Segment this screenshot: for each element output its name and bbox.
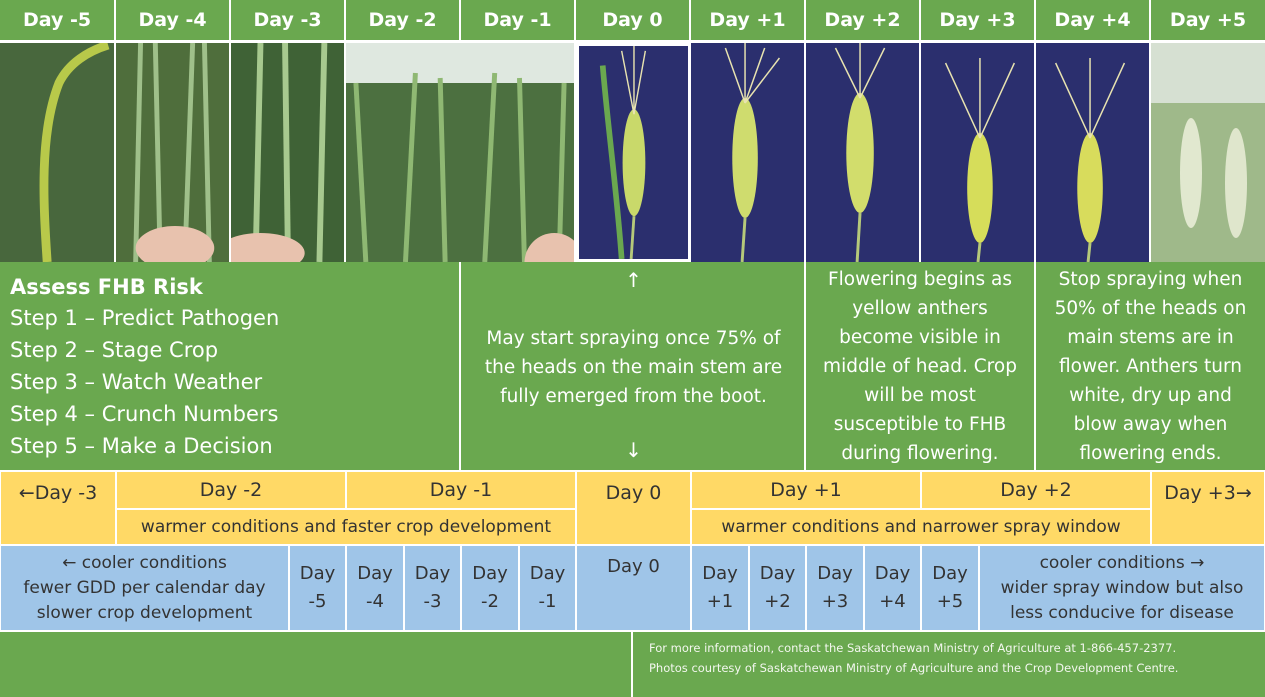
warm-day-minus2: Day -2 — [116, 471, 346, 509]
day-header-plus1: Day +1 — [691, 0, 806, 40]
warm-day-plus2: Day +2 — [921, 471, 1151, 509]
cool-day-num: +1 — [706, 591, 734, 612]
cool-right-line1: cooler conditions → — [1039, 552, 1205, 573]
assess-title: Assess FHB Risk — [10, 275, 203, 299]
arrow-up: ↑ — [625, 268, 642, 292]
photo-day-minus5 — [0, 43, 116, 262]
cool-day-minus4: Day -4 — [346, 545, 404, 631]
cool-day-plus4: Day +4 — [864, 545, 921, 631]
cool-day-label: Day — [299, 563, 336, 584]
warm-day-0: Day 0 — [576, 471, 691, 545]
warm-day-plus1: Day +1 — [691, 471, 921, 509]
photo-day-plus4 — [1036, 43, 1151, 262]
warm-day-minus1: Day -1 — [346, 471, 576, 509]
spray-start-note: May start spraying once 75% of the heads… — [484, 327, 783, 407]
photo-day-minus3 — [231, 43, 346, 262]
cool-day-label: Day — [702, 563, 738, 584]
assess-fhb-panel: Assess FHB Risk Step 1 – Predict Pathoge… — [0, 262, 461, 470]
cool-day-num: -4 — [366, 591, 384, 612]
cool-left-line2: fewer GDD per calendar day — [23, 577, 266, 598]
photo-day-plus5 — [1151, 43, 1265, 262]
cool-day-label: Day — [874, 563, 911, 584]
photo-day-plus2 — [806, 43, 921, 262]
cool-day-label: Day — [357, 563, 393, 584]
cool-left-line3: slower crop development — [36, 602, 253, 623]
cool-right-line2: wider spray window but also — [1000, 577, 1244, 598]
photo-day-minus2-minus1 — [346, 43, 576, 262]
day-header-0: Day 0 — [576, 0, 691, 40]
footer-credits: Photos courtesy of Saskatchewan Ministry… — [649, 661, 1179, 675]
day-header-minus4: Day -4 — [116, 0, 231, 40]
day-header-minus3: Day -3 — [231, 0, 346, 40]
cool-day-label: Day — [472, 563, 508, 584]
warm-day-plus3: Day +3→ — [1151, 471, 1265, 545]
cool-day-minus3: Day -3 — [404, 545, 461, 631]
cool-left-note: ← cooler conditions fewer GDD per calend… — [0, 545, 289, 631]
cool-day-minus5: Day -5 — [289, 545, 346, 631]
footer-left — [0, 632, 633, 697]
cool-day-plus5: Day +5 — [921, 545, 979, 631]
day-header-plus3: Day +3 — [921, 0, 1036, 40]
cool-day-plus1: Day +1 — [691, 545, 749, 631]
photo-day-minus4 — [116, 43, 231, 262]
photo-day-plus1 — [691, 43, 806, 262]
cool-day-0: Day 0 — [576, 545, 691, 631]
warm-right-note: warmer conditions and narrower spray win… — [691, 509, 1151, 545]
photo-day-plus3 — [921, 43, 1036, 262]
cool-day-num: -2 — [481, 591, 499, 612]
arrow-down: ↓ — [625, 438, 642, 462]
step-5: Step 5 – Make a Decision — [10, 434, 273, 458]
warm-day-minus3: ←Day -3 — [0, 471, 116, 545]
cool-day-num: -5 — [308, 591, 327, 612]
day-header-plus2: Day +2 — [806, 0, 921, 40]
cool-day-num: +3 — [821, 591, 849, 612]
photo-day-0 — [576, 43, 691, 262]
step-2: Step 2 – Stage Crop — [10, 338, 219, 362]
cool-day-plus2: Day +2 — [749, 545, 806, 631]
day-header-minus5: Day -5 — [0, 0, 116, 40]
footer-info: For more information, contact the Saskat… — [633, 632, 1265, 697]
cool-day-label: Day — [817, 563, 853, 584]
cool-day-label: Day — [759, 563, 796, 584]
cool-day-minus2: Day -2 — [461, 545, 519, 631]
spray-start-panel: ↑ May start spraying once 75% of the hea… — [461, 262, 806, 470]
day-header-minus1: Day -1 — [461, 0, 576, 40]
cool-day-plus3: Day +3 — [806, 545, 864, 631]
day-header-minus2: Day -2 — [346, 0, 461, 40]
cool-right-line3: less conducive for disease — [1010, 602, 1234, 623]
cool-day-num: -1 — [538, 591, 557, 612]
cool-day-num: +2 — [764, 591, 791, 612]
cool-day-label: Day — [414, 563, 451, 584]
cool-right-note: cooler conditions → wider spray window b… — [979, 545, 1265, 631]
stop-spraying-note: Stop spraying when 50% of the heads on m… — [1036, 262, 1265, 470]
step-1: Step 1 – Predict Pathogen — [10, 306, 280, 330]
cool-day-num: -3 — [423, 591, 442, 612]
warm-left-note: warmer conditions and faster crop develo… — [116, 509, 576, 545]
cool-left-line1: ← cooler conditions — [62, 552, 227, 573]
footer-contact: For more information, contact the Saskat… — [649, 641, 1177, 655]
cool-day-label: Day — [932, 563, 968, 584]
day-header-plus4: Day +4 — [1036, 0, 1151, 40]
day-header-plus5: Day +5 — [1151, 0, 1265, 40]
flowering-note: Flowering begins as yellow anthers becom… — [806, 262, 1036, 470]
cool-day-minus1: Day -1 — [519, 545, 576, 631]
cool-day-num: +5 — [936, 591, 964, 612]
cool-day-num: +4 — [879, 591, 906, 612]
step-3: Step 3 – Watch Weather — [10, 370, 263, 394]
cool-day-label: Day — [529, 563, 566, 584]
step-4: Step 4 – Crunch Numbers — [10, 402, 279, 426]
